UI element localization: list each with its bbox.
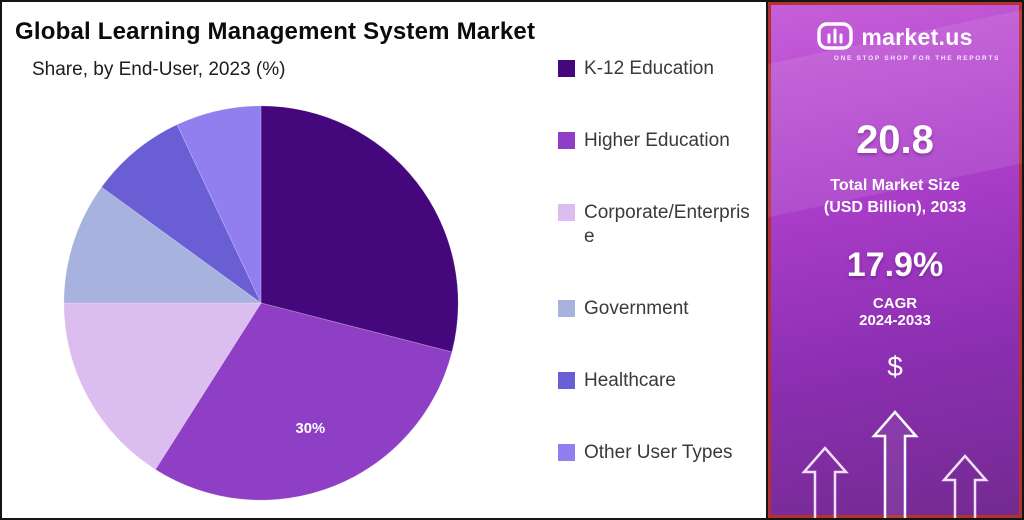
- market-size-label: Total Market Size (USD Billion), 2033: [823, 177, 967, 216]
- pie-slice-0: [260, 105, 459, 353]
- legend-item: Corporate/Enterprise: [558, 201, 766, 249]
- legend-label: Higher Education: [584, 129, 730, 151]
- chart-legend: K-12 Education Higher Education Corporat…: [558, 57, 766, 465]
- pie-slice-5: [176, 105, 262, 304]
- legend-swatch: [558, 443, 575, 461]
- legend-item: K-12 Education: [558, 57, 766, 81]
- brand-sidebar: market.us ONE STOP SHOP FOR THE REPORTS …: [766, 2, 1022, 518]
- legend-item: Higher Education: [558, 129, 766, 153]
- cagr-label: CAGR: [872, 295, 918, 313]
- pie-slice-3: [63, 186, 263, 304]
- chart-subtitle: Share, by End-User, 2023 (%): [32, 59, 286, 80]
- legend-swatch: [558, 60, 575, 77]
- pie-chart-svg: 30%: [63, 105, 459, 501]
- brand-name: market.us: [861, 23, 973, 50]
- cagr-period: 2024-2033: [859, 312, 931, 330]
- legend-label: Corporate/Enterprise: [584, 201, 750, 247]
- market-size-value: 20.8: [856, 118, 934, 162]
- brand-logo-icon: [817, 22, 854, 50]
- brand-logo: market.us: [817, 22, 972, 52]
- legend-item: Other User Types: [558, 441, 766, 465]
- legend-swatch: [558, 131, 575, 149]
- legend-label: K-12 Education: [584, 58, 714, 79]
- cagr-value: 17.9%: [846, 246, 944, 285]
- pie-data-label: 30%: [296, 421, 326, 437]
- pie-chart: 30%: [52, 96, 470, 510]
- chart-title: Global Learning Management System Market: [15, 18, 536, 45]
- legend-label: Healthcare: [584, 369, 676, 391]
- brand-tagline: ONE STOP SHOP FOR THE REPORTS: [833, 55, 1001, 62]
- legend-swatch: [558, 299, 575, 317]
- legend-label: Government: [584, 297, 689, 319]
- legend-item: Healthcare: [558, 369, 766, 393]
- legend-label: Other User Types: [584, 441, 733, 463]
- pie-slice-4: [100, 124, 262, 304]
- chart-area: Global Learning Management System Market…: [2, 2, 766, 518]
- legend-item: Government: [558, 297, 766, 321]
- legend-swatch: [558, 371, 575, 389]
- pie-slice-2: [63, 302, 262, 470]
- growth-arrows-icon: [801, 410, 989, 518]
- pie-slice-1: [154, 302, 453, 501]
- legend-swatch: [558, 203, 575, 221]
- dollar-icon: $: [887, 351, 903, 383]
